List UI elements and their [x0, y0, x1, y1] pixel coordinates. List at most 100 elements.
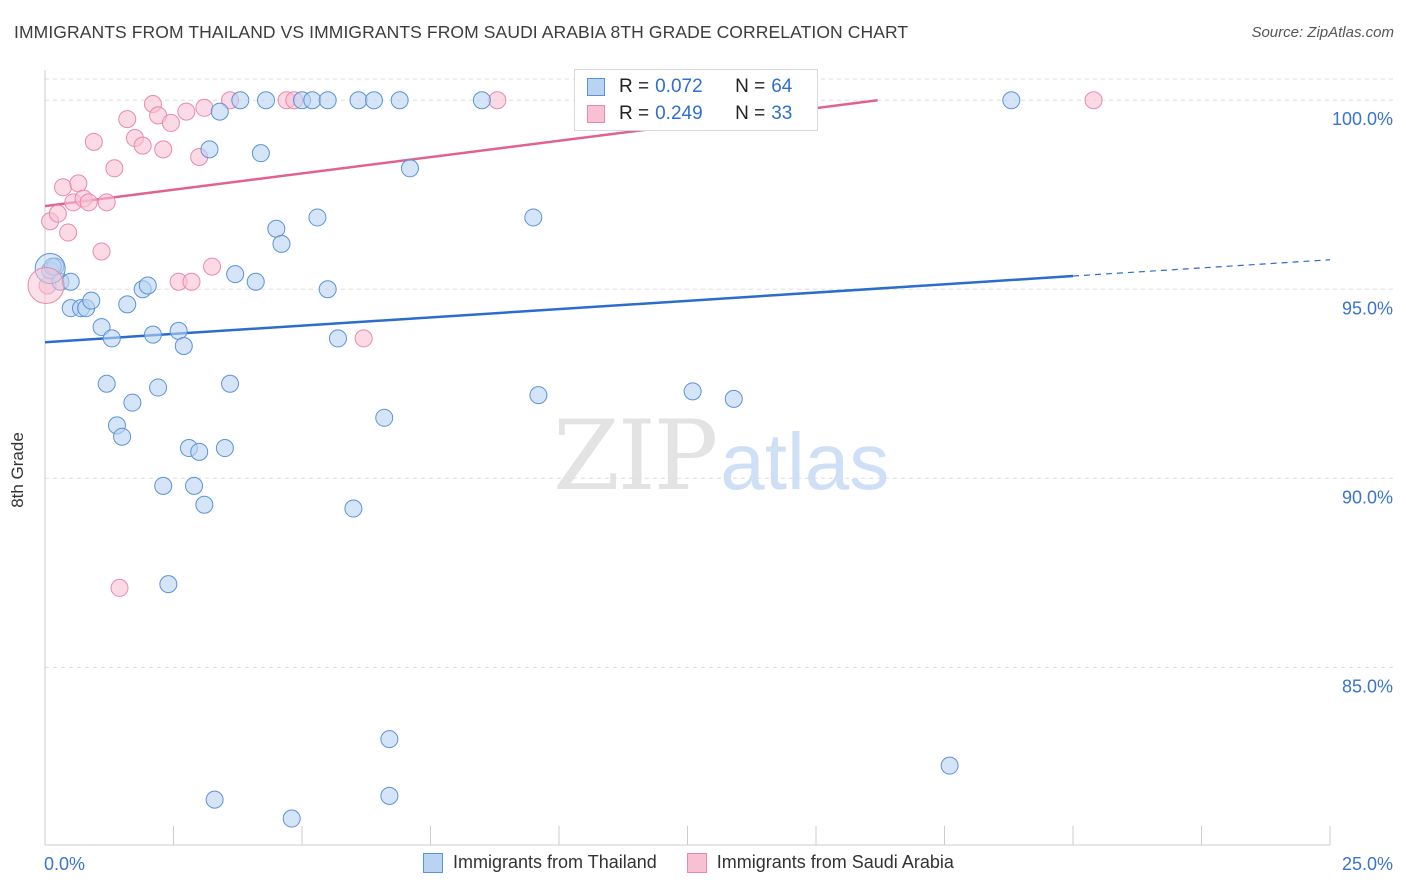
x-tick-label: 0.0%: [44, 854, 85, 874]
thailand-point: [282, 809, 301, 828]
thailand-point: [169, 321, 188, 340]
saudi-point: [177, 102, 196, 121]
x-tick-label: 25.0%: [1342, 854, 1393, 874]
thailand-point: [221, 374, 240, 393]
saudi-point: [195, 98, 214, 117]
saudi-point: [59, 223, 78, 242]
legend-swatch-thailand: [587, 78, 605, 96]
legend-r-value-thailand: 0.072: [655, 76, 703, 97]
saudi-point: [354, 329, 373, 348]
series-legend-saudi[interactable]: Immigrants from Saudi Arabia: [686, 852, 954, 873]
saudi-point: [1084, 91, 1103, 110]
y-tick-label: 90.0%: [1342, 487, 1393, 507]
thailand-point: [400, 159, 419, 178]
saudi-cluster-point: [27, 266, 65, 304]
thailand-point: [123, 393, 142, 412]
saudi-point: [161, 113, 180, 132]
saudi-point: [118, 110, 137, 129]
thailand-point: [940, 756, 959, 775]
thailand-point: [318, 91, 337, 110]
grid-lines: [45, 78, 1395, 668]
thailand-point: [92, 318, 111, 337]
thailand-point: [380, 730, 399, 749]
thailand-point: [308, 208, 327, 227]
thailand-point: [375, 408, 394, 427]
thailand-point: [318, 280, 337, 299]
thailand-point: [174, 336, 193, 355]
axes: [44, 70, 1331, 846]
thailand-point: [200, 140, 219, 159]
thailand-point: [1002, 91, 1021, 110]
tick-labels: 100.0% 95.0% 90.0% 85.0% 0.0% 25.0%: [44, 109, 1393, 874]
saudi-point: [48, 204, 67, 223]
legend-r-label: R =: [619, 103, 650, 124]
source-label: Source: ZipAtlas.com: [1251, 24, 1394, 41]
saudi-point: [154, 140, 173, 159]
thailand-point: [724, 389, 743, 408]
thailand-point: [380, 786, 399, 805]
series-legend: Immigrants from Thailand Immigrants from…: [423, 852, 984, 873]
thailand-point: [149, 378, 168, 397]
y-tick-label: 85.0%: [1342, 676, 1393, 696]
thailand-point: [303, 91, 322, 110]
thailand-point: [349, 91, 368, 110]
series-legend-thailand[interactable]: Immigrants from Thailand: [423, 852, 657, 873]
saudi-point: [53, 178, 72, 197]
thailand-point: [118, 295, 137, 314]
series-label-saudi: Immigrants from Saudi Arabia: [716, 852, 954, 872]
thailand-point: [205, 790, 224, 809]
thailand-point: [210, 102, 229, 121]
thailand-point: [472, 91, 491, 110]
thailand-point: [529, 386, 548, 405]
saudi-point: [105, 159, 124, 178]
legend-row-thailand: R = 0.072 N = 64: [587, 75, 792, 99]
watermark: ZIPatlas: [553, 400, 889, 512]
saudi-point: [110, 578, 129, 597]
thailand-point: [226, 265, 245, 284]
y-tick-label: 95.0%: [1342, 298, 1393, 318]
thailand-point: [683, 382, 702, 401]
thailand-point: [102, 329, 121, 348]
thailand-point: [364, 91, 383, 110]
thailand-point: [344, 499, 363, 518]
thailand-point: [154, 476, 173, 495]
thailand-point: [231, 91, 250, 110]
thailand-point: [190, 442, 209, 461]
trend-lines: [44, 99, 1331, 344]
saudi-point: [488, 91, 507, 110]
legend-n-value-saudi: 33: [771, 103, 793, 124]
saudi-point: [133, 136, 152, 155]
series-label-thailand: Immigrants from Thailand: [453, 852, 657, 872]
saudi-point: [92, 242, 111, 261]
series-swatch-thailand: [423, 852, 443, 873]
legend-n-label: N =: [735, 103, 766, 124]
thailand-point: [390, 91, 409, 110]
saudi-point: [84, 132, 103, 151]
thailand-point: [82, 291, 101, 310]
thailand-point: [272, 234, 291, 253]
thailand-point: [257, 91, 276, 110]
chart-title: IMMIGRANTS FROM THAILAND VS IMMIGRANTS F…: [14, 22, 909, 42]
stats-legend: R = 0.072 N = 64 R = 0.249 N = 33: [574, 69, 818, 131]
thailand-point: [215, 439, 234, 458]
legend-r-value-saudi: 0.249: [655, 103, 703, 124]
series-swatch-saudi: [686, 852, 707, 873]
legend-n-value-thailand: 64: [771, 76, 793, 97]
saudi-point: [97, 193, 116, 212]
watermark-atlas: atlas: [720, 417, 890, 506]
thailand-point: [246, 272, 265, 291]
legend-n-label: N =: [735, 76, 766, 97]
thailand-point: [251, 144, 270, 163]
thailand-point: [195, 495, 214, 514]
saudi-point: [69, 174, 88, 193]
legend-row-saudi: R = 0.249 N = 33: [587, 102, 792, 126]
legend-swatch-saudi: [587, 105, 605, 123]
saudi-point: [79, 193, 98, 212]
thailand-point: [61, 272, 80, 291]
y-tick-label: 100.0%: [1332, 109, 1393, 129]
saudi-point: [203, 257, 222, 276]
thailand-point: [185, 476, 204, 495]
thailand-trend-line: [44, 274, 1074, 344]
thailand-point: [97, 374, 116, 393]
